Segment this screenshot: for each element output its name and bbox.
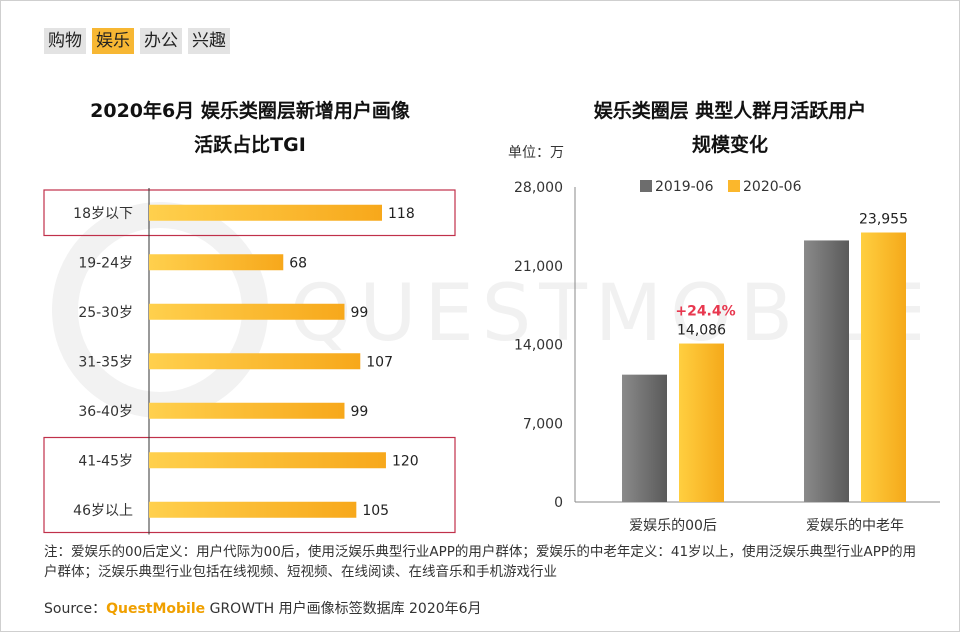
right-chart-title: 娱乐类圈层 典型人群月活跃用户 规模变化 <box>520 94 940 162</box>
bar-2019-06-1 <box>804 240 849 502</box>
source-brand: QuestMobile <box>106 601 206 617</box>
y-tick-label-2: 14,000 <box>514 338 563 354</box>
data-label-5: 120 <box>392 453 419 469</box>
tick-label-2: 25-30岁 <box>78 305 133 321</box>
source-prefix: Source： <box>44 601 107 617</box>
tick-label-6: 46岁以上 <box>73 503 133 519</box>
bar-2020-06-1 <box>861 232 906 502</box>
tgi-bar-5 <box>149 452 386 469</box>
data-label-6: 105 <box>362 503 389 519</box>
tick-label-3: 31-35岁 <box>78 354 133 370</box>
source-suffix: GROWTH 用户画像标签数据库 2020年6月 <box>205 601 482 617</box>
data-label-3: 107 <box>366 354 393 370</box>
y-tick-label-4: 28,000 <box>514 180 563 196</box>
unit-label: 单位：万 <box>508 145 564 161</box>
x-tick-label-0: 爱娱乐的00后 <box>629 518 717 534</box>
tgi-bar-chart: 18岁以下 118 19-24岁 68 25-30岁 99 31-35岁 107 36-40岁 9… <box>43 188 456 535</box>
tick-label-4: 36-40岁 <box>78 404 133 420</box>
tick-label-0: 18岁以下 <box>73 206 133 222</box>
growth-label: +24.4% <box>675 304 735 320</box>
tgi-bar-0 <box>149 204 382 221</box>
legend-label-0: 2019-06 <box>655 179 714 195</box>
highlight-box-1 <box>43 436 456 534</box>
right-chart-title-line1: 娱乐类圈层 典型人群月活跃用户 <box>593 100 867 122</box>
tgi-bar-1 <box>149 254 284 271</box>
tab-1[interactable]: 娱乐 <box>92 28 134 54</box>
tick-label-5: 41-45岁 <box>78 453 133 469</box>
tgi-bar-3 <box>149 353 361 370</box>
left-chart-title-line2: 活跃占比TGI <box>194 134 306 156</box>
data-label-2: 99 <box>350 305 368 321</box>
tgi-bar-2 <box>149 303 345 320</box>
x-tick-label-1: 爱娱乐的中老年 <box>806 518 904 534</box>
data-label-1: 68 <box>289 255 307 271</box>
legend-label-1: 2020-06 <box>743 179 802 195</box>
category-tabs: 购物 娱乐 办公 兴趣 <box>44 28 230 54</box>
data-label-4: 99 <box>350 404 368 420</box>
bar-2020-06-0 <box>679 343 724 502</box>
legend-swatch-0 <box>640 180 652 192</box>
y-tick-label-0: 0 <box>554 495 563 511</box>
tgi-bar-4 <box>149 402 345 419</box>
data-label-0: 14,086 <box>677 323 726 339</box>
highlight-box-0 <box>43 189 456 237</box>
y-tick-label-3: 21,000 <box>514 259 563 275</box>
tick-label-1: 19-24岁 <box>78 255 133 271</box>
tgi-bar-6 <box>149 501 357 518</box>
tab-0[interactable]: 购物 <box>44 28 86 54</box>
right-chart-title-line2: 规模变化 <box>691 134 768 156</box>
footnote: 注：爱娱乐的00后定义：用户代际为00后，使用泛娱乐典型行业APP的用户群体；爱… <box>44 544 917 580</box>
tab-2[interactable]: 办公 <box>140 28 182 54</box>
tab-3[interactable]: 兴趣 <box>188 28 230 54</box>
bar-2019-06-0 <box>622 374 667 502</box>
legend-swatch-1 <box>728 180 740 192</box>
y-tick-label-1: 7,000 <box>523 416 563 432</box>
data-label-0: 118 <box>388 206 415 222</box>
left-chart-title: 2020年6月 娱乐类圈层新增用户画像 活跃占比TGI <box>40 94 460 162</box>
data-label-1: 23,955 <box>859 212 908 228</box>
mau-bar-chart: 0 7,000 14,000 21,000 28,000 2019-06 2020-06 爱娱… <box>514 179 940 534</box>
left-chart-title-line1: 2020年6月 娱乐类圈层新增用户画像 <box>90 100 410 122</box>
source-line: Source：QuestMobile GROWTH 用户画像标签数据库 2020… <box>44 598 482 618</box>
